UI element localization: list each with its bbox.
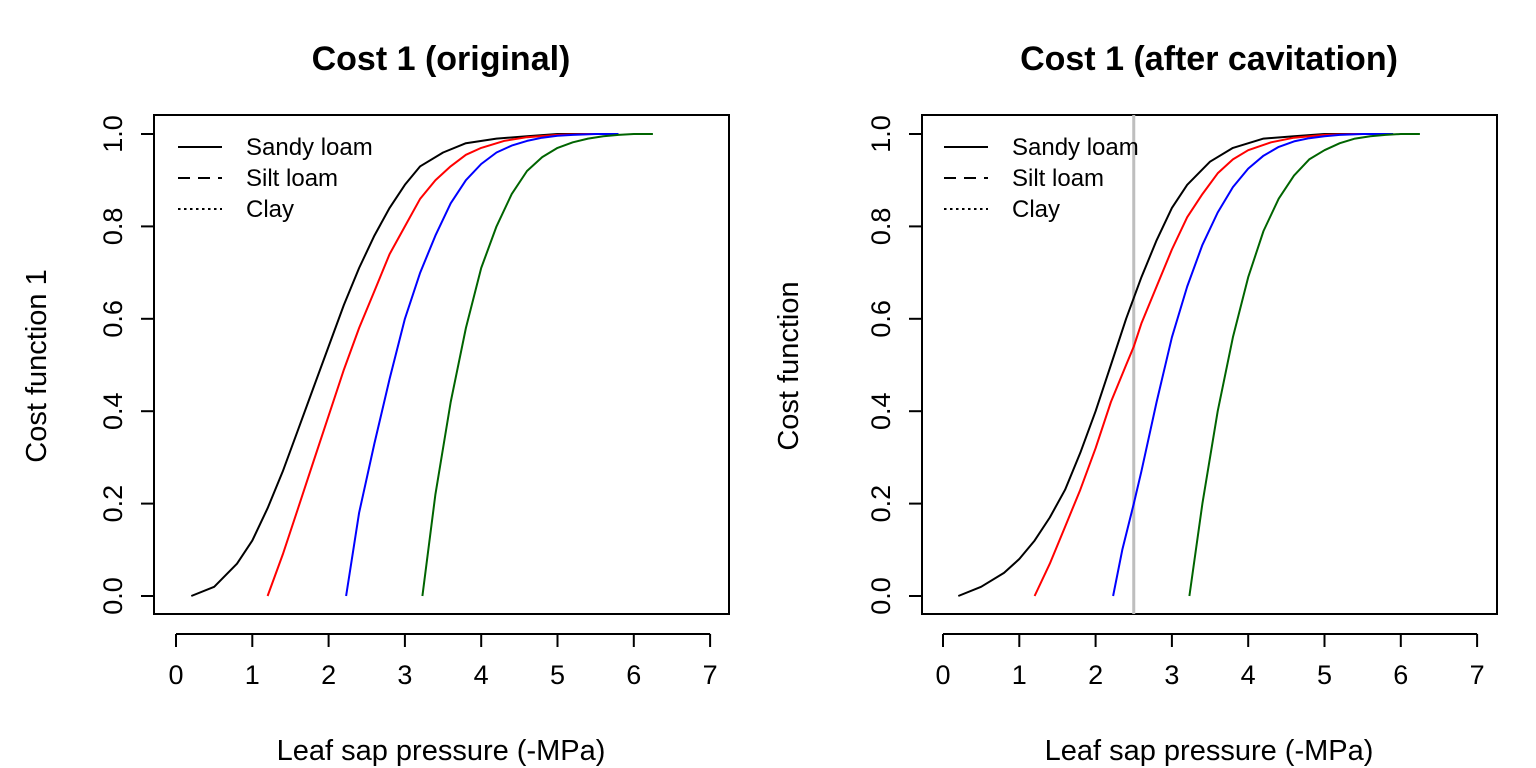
y-tick-label: 0.4	[98, 392, 128, 430]
legend-label: Silt loam	[246, 165, 338, 192]
y-tick-label: 0.0	[98, 577, 128, 615]
x-axis-label: Leaf sap pressure (-MPa)	[1045, 735, 1374, 767]
legend-label: Sandy loam	[246, 134, 373, 161]
x-tick-label: 6	[1393, 660, 1408, 690]
x-axis-ticks: 0 1 2 3 4 5 6 7	[935, 633, 1485, 690]
y-axis-label: Cost function 1	[21, 269, 53, 462]
y-tick-label: 0.8	[866, 208, 896, 246]
x-tick-label: 7	[1470, 660, 1485, 690]
x-tick-label: 4	[474, 660, 489, 690]
series-line-1	[957, 133, 1386, 597]
legend-label: Clay	[246, 196, 294, 223]
series-line-3	[345, 133, 619, 597]
series-line-4	[1188, 133, 1420, 597]
y-tick-label: 0.6	[866, 300, 896, 338]
chart-title: Cost 1 (after cavitation)	[1020, 40, 1398, 78]
x-tick-label: 3	[397, 660, 412, 690]
y-tick-label: 1.0	[98, 115, 128, 153]
series-group	[190, 133, 653, 597]
y-axis-ticks: 0.0 0.2 0.4 0.6 0.8 1.0	[98, 115, 155, 615]
x-tick-label: 7	[703, 660, 718, 690]
y-tick-label: 0.0	[866, 577, 896, 615]
x-tick-label: 5	[550, 660, 565, 690]
series-line-3	[1112, 133, 1394, 597]
series-line-2	[266, 133, 619, 597]
x-tick-label: 4	[1241, 660, 1256, 690]
plot-frame	[921, 114, 1498, 615]
series-line-2	[1033, 133, 1386, 597]
x-axis-label: Leaf sap pressure (-MPa)	[277, 735, 606, 767]
legend: Sandy loam Silt loam Clay	[944, 134, 1139, 223]
x-tick-label: 6	[626, 660, 641, 690]
chart-panel-original: Cost 1 (original) Leaf sap pressure (-MP…	[21, 40, 730, 767]
x-tick-label: 1	[245, 660, 260, 690]
x-tick-label: 2	[321, 660, 336, 690]
x-tick-label: 0	[935, 660, 950, 690]
legend: Sandy loam Silt loam Clay	[178, 134, 373, 223]
y-tick-label: 0.4	[866, 392, 896, 430]
y-axis-label: Cost function	[773, 281, 805, 450]
y-axis-ticks: 0.0 0.2 0.4 0.6 0.8 1.0	[866, 115, 923, 615]
chart-panel-after-cavitation: Cost 1 (after cavitation) Leaf sap press…	[773, 40, 1498, 767]
y-tick-label: 0.2	[866, 485, 896, 523]
x-tick-label: 5	[1317, 660, 1332, 690]
y-tick-label: 0.2	[98, 485, 128, 523]
y-tick-label: 0.8	[98, 208, 128, 246]
x-tick-label: 1	[1012, 660, 1027, 690]
x-tick-label: 3	[1164, 660, 1179, 690]
legend-label: Clay	[1012, 196, 1060, 223]
series-line-4	[421, 133, 653, 597]
series-group	[957, 133, 1420, 597]
x-tick-label: 2	[1088, 660, 1103, 690]
plot-frame	[153, 114, 730, 615]
chart-title: Cost 1 (original)	[312, 40, 571, 78]
x-axis-ticks: 0 1 2 3 4 5 6 7	[168, 633, 718, 690]
legend-label: Sandy loam	[1012, 134, 1139, 161]
legend-label: Silt loam	[1012, 165, 1104, 192]
x-tick-label: 0	[168, 660, 183, 690]
y-tick-label: 0.6	[98, 300, 128, 338]
y-tick-label: 1.0	[866, 115, 896, 153]
series-line-1	[190, 133, 619, 597]
